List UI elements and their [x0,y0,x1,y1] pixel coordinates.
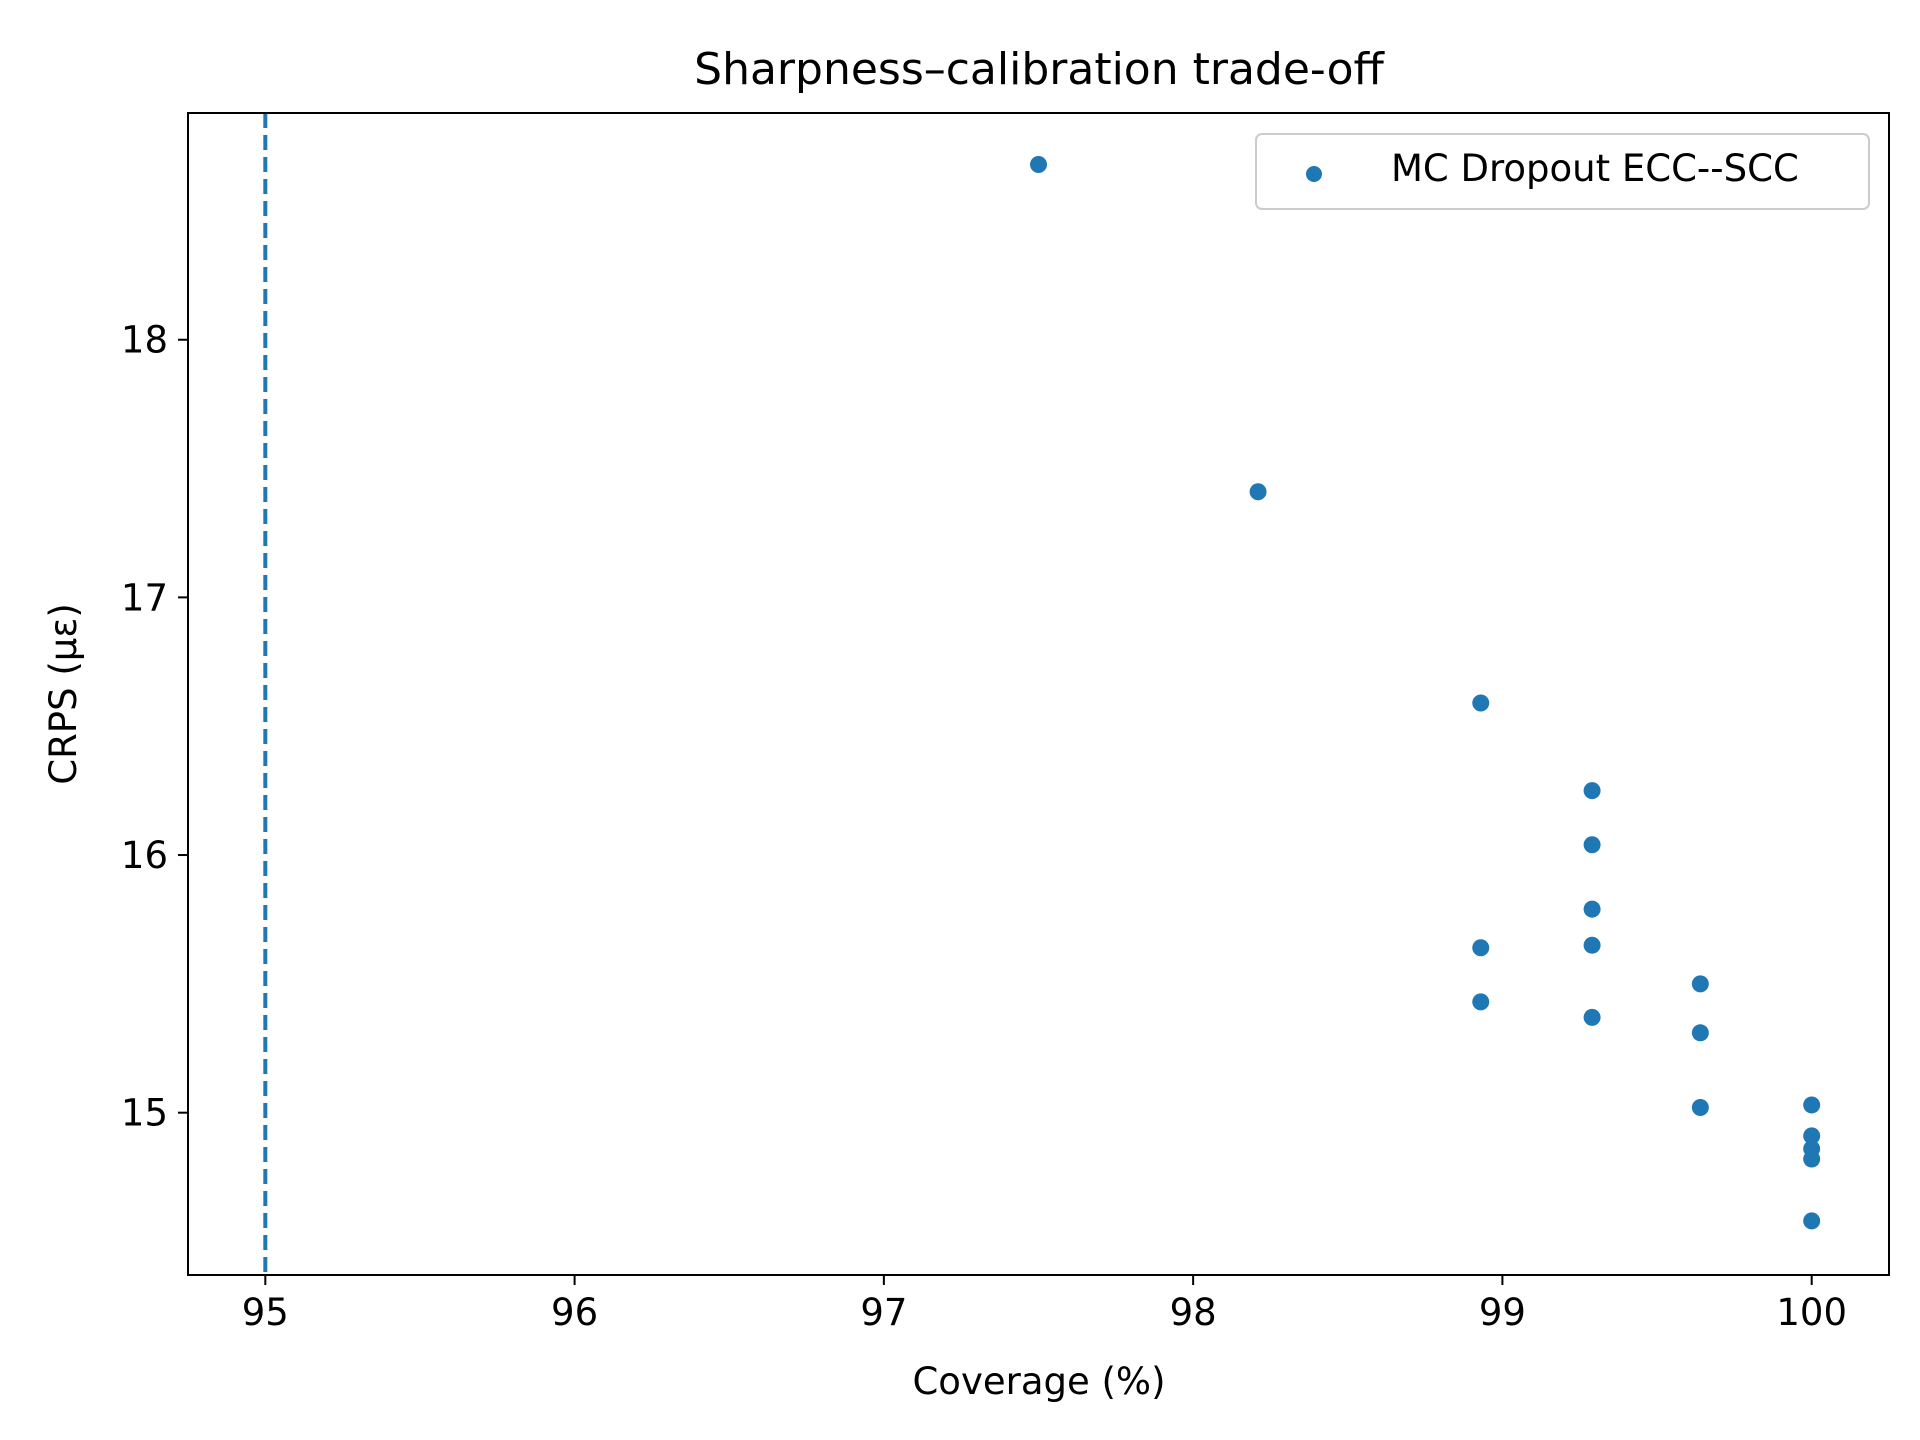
data-point [1583,1008,1601,1026]
y-tick-label: 16 [121,834,168,877]
data-point [1803,1127,1821,1145]
x-tick-label: 95 [242,1291,289,1334]
data-point [1472,694,1490,712]
data-point [1803,1212,1821,1230]
legend: MC Dropout ECC--SCC [1255,133,1870,210]
x-axis-ticks: 95 96 97 98 99 100 [242,1275,1847,1334]
legend-box [1255,133,1870,210]
plot-marks [263,113,1821,1275]
data-point [1583,836,1601,854]
plot-area-frame [187,112,1890,1276]
x-tick-label: 99 [1479,1291,1526,1334]
legend-marker [1306,166,1322,182]
y-axis-label: CRPS (με) [42,603,85,785]
data-point [1691,975,1709,993]
data-point [1030,156,1047,174]
data-point [1803,1096,1821,1114]
data-point [1583,782,1601,800]
x-tick-label: 100 [1776,1291,1847,1334]
chart-title: Sharpness–calibration trade-off [694,44,1385,95]
data-point [1583,900,1601,918]
y-tick-label: 15 [121,1092,168,1135]
data-point [1583,936,1601,954]
x-tick-label: 98 [1170,1291,1217,1334]
data-point [1472,939,1490,957]
x-tick-label: 97 [860,1291,907,1334]
y-axis-ticks: 15 16 17 18 [121,319,188,1135]
legend-label: MC Dropout ECC--SCC [1391,147,1799,190]
data-point [1472,993,1490,1011]
y-tick-label: 17 [121,576,168,619]
data-point [1803,1150,1821,1168]
y-tick-label: 18 [121,319,168,362]
data-point [1691,1024,1709,1042]
data-point [1691,1099,1709,1117]
x-tick-label: 96 [551,1291,598,1334]
data-point [1249,483,1267,501]
x-axis-label: Coverage (%) [912,1360,1165,1403]
